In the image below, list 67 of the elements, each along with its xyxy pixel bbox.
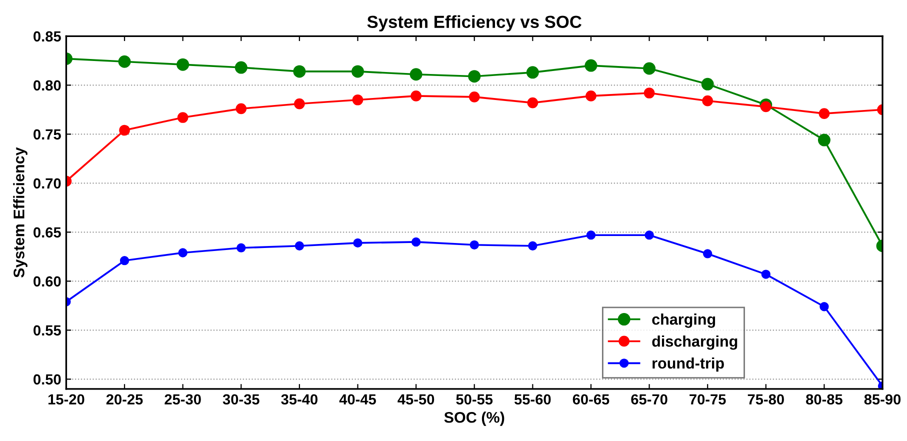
point [236,243,246,252]
chart-title: System Efficiency vs SOC [367,15,582,32]
y-axis-title: System Efficiency [13,147,28,278]
x-tick-label: 25-30 [164,394,201,405]
point [761,270,770,279]
x-tick-label: 20-25 [106,394,143,405]
point [293,65,306,78]
point [410,90,422,102]
point [528,241,538,250]
point [586,230,596,240]
point [820,302,829,312]
point [702,95,714,106]
x-axis-title: SOC (%) [444,412,504,426]
point [353,238,362,248]
x-tick-label: 50-55 [456,394,493,405]
point [468,92,480,102]
point [120,256,130,266]
point [644,230,654,240]
point [352,94,364,106]
point [119,124,130,136]
point [177,112,188,123]
x-tick-label: 65-70 [631,394,668,405]
point [584,59,598,72]
point [760,101,772,112]
x-tick-label: 40-45 [339,394,376,405]
point [818,108,830,119]
point [236,103,247,114]
point [410,68,422,81]
point [527,97,538,108]
x-tick-label: 30-35 [222,394,260,405]
point [118,55,131,68]
legend-label: charging [652,314,716,328]
x-tick-label: 80-85 [806,394,842,405]
y-tick-label: 0.55 [34,325,61,336]
y-tick-label: 0.75 [34,129,61,140]
point [294,241,304,250]
point [294,98,305,110]
point [468,70,481,83]
point [643,62,656,75]
point [586,90,596,102]
legend-label: round-trip [652,357,724,372]
y-tick-label: 0.60 [34,276,61,287]
x-tick-label: 60-65 [572,394,610,405]
point [703,249,712,258]
y-tick-label: 0.70 [34,178,61,189]
point [818,134,830,146]
legend-label: discharging [652,335,738,350]
x-tick-label: 85-90 [864,394,901,405]
point [411,237,421,247]
y-tick-label: 0.85 [34,31,61,42]
x-tick-label: 75-80 [748,394,784,405]
point [351,65,364,78]
x-tick-label: 15-20 [48,394,84,405]
x-tick-label: 35-40 [281,394,318,405]
point [526,66,539,79]
point [470,240,479,250]
x-tick-label: 70-75 [690,394,726,405]
y-tick-label: 0.65 [34,227,61,238]
y-tick-label: 0.50 [34,374,61,385]
point [234,61,248,74]
point [701,78,714,90]
point [176,58,190,71]
y-tick-label: 0.80 [34,80,61,91]
x-tick-label: 45-50 [398,394,434,405]
point [644,88,655,98]
point [178,248,188,258]
x-tick-label: 55-60 [514,394,551,405]
